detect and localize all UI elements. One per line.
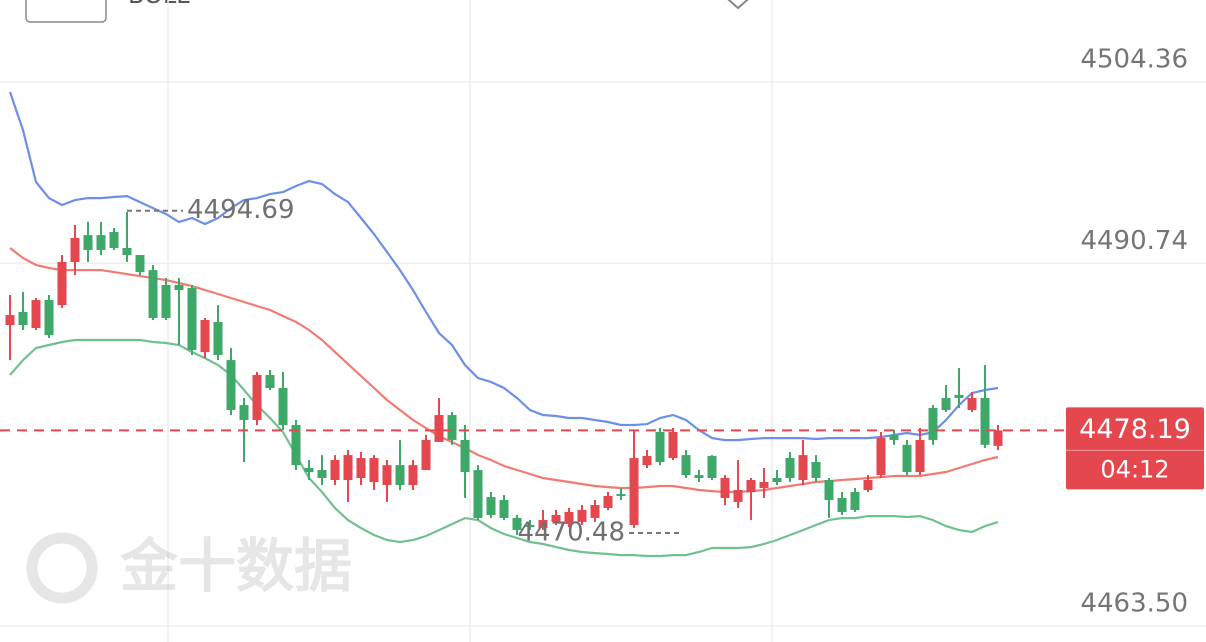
candle-body bbox=[564, 511, 574, 524]
candle-body bbox=[382, 465, 392, 486]
top-toolbar: BOLL bbox=[25, 0, 754, 23]
candle-body bbox=[928, 407, 938, 440]
candle-body bbox=[694, 475, 704, 479]
candle-body bbox=[486, 497, 496, 516]
candle-body bbox=[993, 430, 1003, 446]
candle-body bbox=[122, 247, 132, 256]
candle-body bbox=[369, 458, 379, 482]
indicator-name: BOLL bbox=[128, 0, 190, 9]
candle-body bbox=[499, 499, 509, 518]
candle-body bbox=[746, 480, 756, 492]
candle-body bbox=[31, 300, 41, 328]
candle-body bbox=[473, 470, 483, 518]
candle-body bbox=[148, 270, 158, 319]
grid-v bbox=[167, 0, 773, 642]
candle-body bbox=[135, 255, 145, 273]
candle-body bbox=[421, 439, 431, 471]
candle-body bbox=[980, 398, 990, 445]
candle-body bbox=[915, 439, 925, 473]
candle-body bbox=[759, 481, 769, 488]
candle-body bbox=[434, 415, 444, 442]
candle-body bbox=[343, 455, 353, 481]
candle-body bbox=[655, 431, 665, 463]
candle-body bbox=[226, 360, 236, 410]
candle-body bbox=[941, 398, 951, 410]
candle-body bbox=[278, 388, 288, 426]
candle-body bbox=[525, 524, 535, 527]
candle-body bbox=[291, 425, 301, 466]
candle-body bbox=[785, 458, 795, 479]
candle-body bbox=[5, 315, 15, 326]
boll-band bbox=[8, 91, 999, 442]
candle-body bbox=[174, 284, 184, 291]
candle-body bbox=[668, 431, 678, 459]
candle-body bbox=[876, 437, 886, 476]
candle-body bbox=[538, 519, 548, 528]
candle-body bbox=[265, 374, 275, 389]
candle-body bbox=[551, 515, 561, 522]
candle-body bbox=[408, 465, 418, 486]
max-marker: 4494.69 bbox=[187, 195, 295, 225]
last-price-label: 4478.19 bbox=[1079, 414, 1191, 445]
candle-body bbox=[239, 405, 249, 420]
watermark-text: 金十数据 bbox=[120, 532, 352, 600]
y-tick-label: 4504.36 bbox=[1080, 44, 1188, 74]
candle-body bbox=[213, 321, 223, 356]
candle-body bbox=[850, 491, 860, 510]
candle-body bbox=[395, 465, 405, 486]
candle-body bbox=[967, 398, 977, 410]
candle-body bbox=[642, 456, 652, 466]
candle-body bbox=[824, 480, 834, 500]
candle-body bbox=[18, 312, 28, 326]
candle-body bbox=[252, 374, 262, 420]
candle-body bbox=[304, 468, 314, 473]
candle-body bbox=[44, 300, 54, 336]
candle-body bbox=[681, 455, 691, 476]
toolbar-button[interactable] bbox=[25, 0, 107, 23]
price-badge bbox=[1066, 407, 1204, 490]
candle-body bbox=[720, 478, 730, 498]
y-tick-label: 4463.50 bbox=[1080, 588, 1188, 618]
candle-body bbox=[187, 288, 197, 350]
candle-body bbox=[954, 394, 964, 399]
dropdown-icon[interactable] bbox=[722, 0, 754, 10]
candle-body bbox=[356, 458, 366, 479]
candle-body bbox=[811, 462, 821, 479]
candle-body bbox=[317, 470, 327, 479]
candle-body bbox=[109, 232, 119, 248]
candle-body bbox=[330, 460, 340, 481]
candle-body bbox=[590, 505, 600, 518]
candle-body bbox=[707, 456, 717, 479]
candle-body bbox=[772, 478, 782, 482]
candle-body bbox=[577, 509, 587, 522]
candle-body bbox=[863, 480, 873, 490]
candle-body bbox=[629, 458, 639, 525]
candle-body bbox=[96, 235, 106, 250]
min-marker: 4470.48 bbox=[517, 517, 625, 547]
candle-body bbox=[616, 493, 626, 496]
candle-body bbox=[200, 320, 210, 353]
candle-body bbox=[512, 517, 522, 530]
candle-body bbox=[447, 415, 457, 440]
candle-body bbox=[70, 238, 80, 262]
boll-band bbox=[9, 338, 999, 558]
candle-body bbox=[57, 261, 67, 306]
candle-body bbox=[902, 444, 912, 473]
candle-body bbox=[83, 235, 93, 250]
candle-body bbox=[837, 497, 847, 512]
y-tick-label: 4490.74 bbox=[1080, 226, 1188, 256]
watermark-logo bbox=[26, 532, 98, 604]
candle-body bbox=[161, 284, 171, 319]
plot: 4504.36 4490.74 4463.50 4494.69 4470.48 4478.… bbox=[0, 44, 1206, 627]
candle-body bbox=[460, 439, 470, 473]
watermark: 金十数据 bbox=[26, 532, 352, 604]
candle-body bbox=[889, 434, 899, 440]
candle-body bbox=[603, 495, 613, 508]
candle-body bbox=[733, 489, 743, 502]
countdown-label: 04:12 bbox=[1100, 455, 1169, 483]
candle-body bbox=[798, 455, 808, 481]
boll-band bbox=[9, 247, 999, 494]
